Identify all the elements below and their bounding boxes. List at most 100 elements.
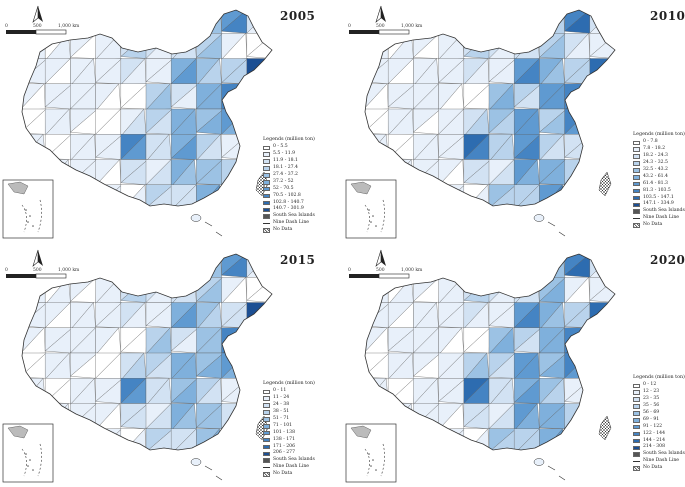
scale-bar: 0 500 1,000 km	[348, 23, 423, 35]
nine-dash-legend: Nine Dash Line	[633, 458, 685, 465]
region	[171, 10, 198, 33]
region	[564, 403, 590, 431]
region	[589, 377, 615, 404]
region	[170, 32, 197, 61]
legend-label: 24.3 - 32.5	[643, 160, 668, 166]
north-arrow-icon	[375, 249, 386, 267]
region	[589, 108, 614, 137]
legend-label: 32.5 - 43.2	[643, 166, 668, 172]
region	[44, 254, 72, 278]
south-sea-legend: South Sea Islands	[263, 457, 315, 464]
legend-item: 5.5 - 11.9	[263, 151, 315, 158]
legend-swatch	[263, 444, 270, 450]
legend-item: 7.8 - 18.2	[633, 146, 685, 153]
region	[513, 10, 541, 34]
legend-item: 206 - 277	[263, 450, 315, 457]
legend-swatch	[263, 389, 270, 395]
map-panel-2005: 0 500 1,000 km 2005 Legends (million ton) 0…	[0, 0, 342, 243]
region	[438, 10, 467, 32]
year-title: 2010	[650, 9, 685, 23]
region	[438, 184, 465, 206]
legend-label: 206 - 277	[273, 450, 296, 456]
region	[413, 184, 437, 206]
legend-title: Legends (million ton)	[633, 132, 685, 137]
region	[120, 276, 149, 303]
region	[564, 327, 589, 356]
scale-label: 1,000 km	[401, 267, 423, 273]
region	[589, 133, 615, 160]
legend-item: 70.5 - 102.8	[263, 193, 315, 200]
region	[145, 10, 170, 36]
legend-label: 11 - 24	[273, 395, 290, 401]
region	[413, 428, 437, 450]
region	[221, 184, 248, 206]
region	[589, 83, 615, 109]
legend-item: 11.9 - 18.1	[263, 158, 315, 165]
region	[412, 184, 439, 206]
legend-item: 61.4 - 81.3	[633, 181, 685, 188]
region	[589, 302, 615, 330]
south-sea-inset	[2, 423, 54, 483]
legend-swatch	[633, 431, 640, 437]
region	[145, 10, 172, 36]
region	[589, 327, 615, 353]
legend-label: 71 - 101	[273, 422, 293, 428]
china-choropleth-map: 0 500 1,000 km	[345, 249, 616, 483]
legend-item: 147.1 - 334.9	[633, 201, 685, 208]
legend-swatch	[633, 390, 640, 396]
region	[564, 184, 592, 206]
legend-item: 18.1 - 27.4	[263, 165, 315, 172]
legend-label: 102.8 - 140.7	[273, 199, 304, 205]
legend-swatch	[263, 207, 270, 213]
region-layer	[22, 10, 272, 206]
region-layer	[22, 254, 272, 450]
nine-dash-legend: Nine Dash Line	[633, 215, 685, 222]
legend-swatch	[263, 180, 270, 185]
legend-item: 103.5 - 147.1	[633, 195, 685, 202]
region	[170, 10, 198, 34]
legend-swatch	[633, 424, 640, 430]
legend-swatch	[633, 404, 640, 409]
region	[221, 184, 249, 206]
legend-swatch	[633, 445, 640, 451]
year-title: 2005	[280, 9, 316, 23]
legend-label: 56 - 69	[643, 409, 660, 415]
nine-dash-line	[204, 465, 223, 481]
region	[589, 378, 615, 404]
legend-item: 0 - 5.5	[263, 144, 315, 151]
legend-item: 171 - 206	[263, 444, 315, 451]
region-layer	[365, 10, 615, 206]
region	[564, 428, 592, 450]
region	[463, 254, 490, 278]
region	[120, 254, 147, 278]
legend-label: 24 - 38	[273, 402, 290, 408]
region	[246, 352, 272, 381]
region	[246, 58, 272, 86]
nine-dash-legend: Nine Dash Line	[263, 220, 315, 227]
taiwan-no-data	[598, 171, 612, 197]
region	[120, 254, 147, 278]
region	[69, 10, 96, 35]
legend-swatch	[633, 140, 640, 146]
legend-label: 70.5 - 102.8	[273, 192, 301, 198]
legend-swatch	[633, 202, 640, 208]
legend-item: 18.2 - 24.3	[633, 153, 685, 160]
region	[120, 10, 147, 34]
legend-item: 0 - 7.8	[633, 139, 685, 146]
legend-swatch	[633, 181, 640, 187]
legend-label: 37.2 - 52	[273, 178, 294, 184]
region	[589, 327, 615, 354]
scale-label: 500	[33, 267, 42, 273]
hainan-island	[533, 214, 545, 222]
scale-label: 500	[376, 23, 385, 29]
legend-item: 91 - 122	[633, 424, 685, 431]
scale-bar: 0 500 1,000 km	[5, 267, 80, 279]
legend-swatch	[633, 168, 640, 173]
legend-item: 24 - 38	[263, 402, 315, 409]
region	[221, 159, 247, 187]
region	[70, 10, 95, 35]
region	[221, 403, 247, 431]
legend-swatch	[263, 396, 270, 402]
legend-swatch	[633, 154, 640, 159]
region	[463, 276, 492, 303]
